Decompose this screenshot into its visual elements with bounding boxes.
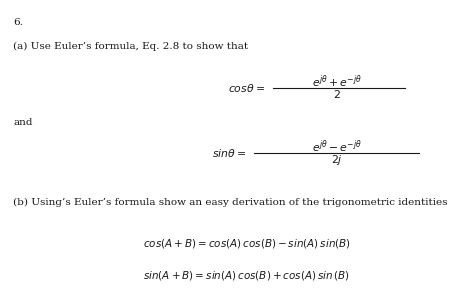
Text: $e^{j\theta} - e^{-j\theta}$: $e^{j\theta} - e^{-j\theta}$: [311, 139, 362, 155]
Text: $2$: $2$: [333, 88, 340, 100]
Text: $sin(A + B) = sin(A)\,cos(B) + cos(A)\,sin\,(B)$: $sin(A + B) = sin(A)\,cos(B) + cos(A)\,s…: [143, 269, 350, 282]
Text: $cos(A + B) = cos(A)\,cos(B) - sin(A)\,sin(B)$: $cos(A + B) = cos(A)\,cos(B) - sin(A)\,s…: [143, 237, 350, 250]
Text: $2j$: $2j$: [330, 153, 343, 167]
Text: $e^{j\theta} + e^{-j\theta}$: $e^{j\theta} + e^{-j\theta}$: [311, 74, 362, 90]
Text: (a) Use Euler’s formula, Eq. 2.8 to show that: (a) Use Euler’s formula, Eq. 2.8 to show…: [13, 42, 248, 51]
Text: and: and: [13, 118, 33, 127]
Text: (b) Using’s Euler’s formula show an easy derivation of the trigonometric identit: (b) Using’s Euler’s formula show an easy…: [13, 198, 447, 207]
Text: $cos\theta = $: $cos\theta = $: [228, 82, 265, 94]
Text: $sin\theta = $: $sin\theta = $: [212, 147, 246, 159]
Text: 6.: 6.: [13, 18, 23, 27]
